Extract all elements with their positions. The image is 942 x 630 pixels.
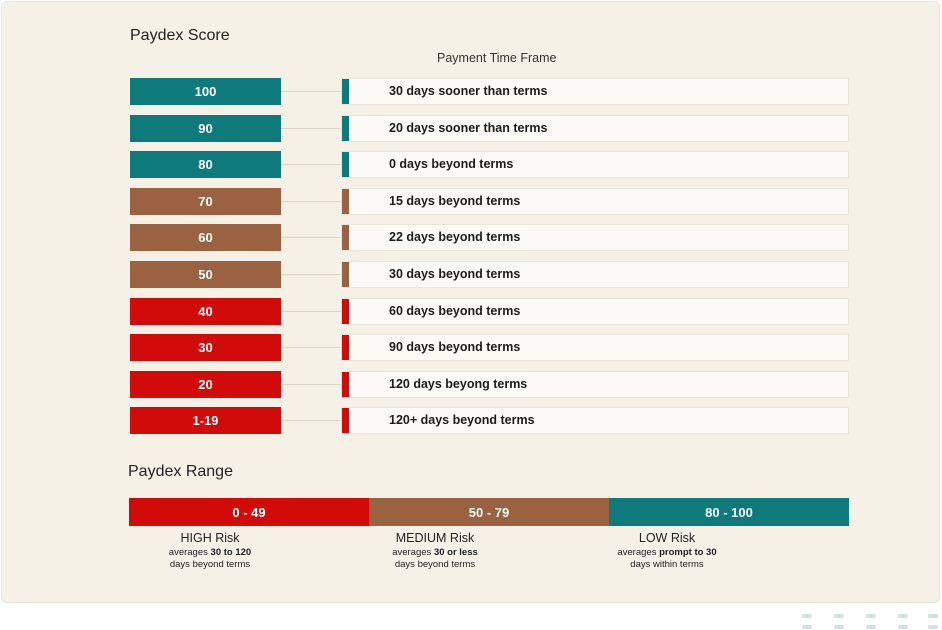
- score-value: 70: [198, 194, 213, 209]
- desc-bold: 30 or less: [433, 547, 478, 558]
- score-row: 20 120 days beyong terms: [0, 371, 942, 399]
- timeframe-text: 22 days beyond terms: [389, 230, 521, 244]
- score-value: 100: [194, 84, 217, 99]
- risk-description: averages prompt to 30 days within terms: [587, 547, 747, 571]
- risk-description: averages 30 to 120 days beyond terms: [130, 547, 290, 571]
- score-row: 80 0 days beyond terms: [0, 151, 942, 179]
- risk-legend-high: HIGH Risk averages 30 to 120 days beyond t…: [130, 531, 290, 571]
- timeframe-text: 120+ days beyond terms: [389, 413, 535, 427]
- row-connector: [281, 347, 342, 348]
- score-value: 1-19: [192, 413, 219, 428]
- desc-bold: prompt to 30: [659, 547, 717, 558]
- timeframe-text: 15 days beyond terms: [389, 194, 521, 208]
- desc-suffix: days beyond terms: [169, 559, 251, 570]
- risk-accent: [342, 262, 349, 287]
- risk-label: LOW Risk: [638, 531, 696, 545]
- range-value: 0 - 49: [232, 504, 266, 520]
- row-connector: [281, 237, 342, 238]
- timeframe-text: 20 days sooner than terms: [389, 121, 548, 135]
- score-row: 30 90 days beyond terms: [0, 334, 942, 362]
- desc-prefix: averages: [168, 547, 211, 558]
- score-badge: 90: [130, 115, 281, 142]
- range-value: 50 - 79: [468, 504, 510, 520]
- timeframe-text: 90 days beyond terms: [389, 340, 521, 354]
- risk-accent: [342, 116, 349, 141]
- score-value: 90: [198, 121, 213, 136]
- row-connector: [281, 91, 342, 92]
- risk-accent: [342, 152, 349, 177]
- score-row: 70 15 days beyond terms: [0, 188, 942, 216]
- desc-prefix: averages: [392, 547, 434, 558]
- row-connector: [281, 420, 342, 421]
- timeframe-cell: 60 days beyond terms: [341, 298, 849, 325]
- risk-legend-low: LOW Risk averages prompt to 30 days within…: [587, 531, 747, 571]
- range-segment-high: 0 - 49: [129, 498, 369, 526]
- decorative-dots: [800, 612, 940, 630]
- score-badge: 60: [130, 224, 281, 251]
- score-row: 90 20 days sooner than terms: [0, 115, 942, 143]
- risk-label: MEDIUM Risk: [395, 531, 475, 545]
- score-value: 50: [198, 267, 213, 282]
- timeframe-cell: 15 days beyond terms: [341, 188, 849, 215]
- score-value: 60: [198, 230, 213, 245]
- timeframe-text: 30 days sooner than terms: [389, 84, 548, 98]
- timeframe-cell: 0 days beyond terms: [341, 151, 849, 178]
- timeframe-cell: 22 days beyond terms: [341, 224, 849, 251]
- timeframe-cell: 30 days beyond terms: [341, 261, 849, 288]
- risk-accent: [342, 225, 349, 250]
- risk-legend-medium: MEDIUM Risk averages 30 or less days beyon…: [355, 531, 515, 571]
- score-row: 1-19 120+ days beyond terms: [0, 407, 942, 435]
- risk-description: averages 30 or less days beyond terms: [355, 547, 515, 571]
- desc-suffix: days beyond terms: [394, 559, 476, 570]
- risk-accent: [342, 335, 349, 360]
- row-connector: [281, 384, 342, 385]
- risk-accent: [342, 79, 349, 104]
- risk-accent: [342, 189, 349, 214]
- timeframe-text: 60 days beyond terms: [389, 304, 521, 318]
- row-connector: [281, 274, 342, 275]
- risk-accent: [342, 299, 349, 324]
- score-badge: 40: [130, 298, 281, 325]
- score-value: 40: [198, 304, 213, 319]
- row-connector: [281, 164, 342, 165]
- timeframe-cell: 30 days sooner than terms: [341, 78, 849, 105]
- score-badge: 1-19: [130, 407, 281, 434]
- score-row: 50 30 days beyond terms: [0, 261, 942, 289]
- score-row: 40 60 days beyond terms: [0, 298, 942, 326]
- score-badge: 30: [130, 334, 281, 361]
- risk-label: HIGH Risk: [180, 531, 240, 545]
- row-connector: [281, 128, 342, 129]
- score-badge: 20: [130, 371, 281, 398]
- risk-accent: [342, 372, 349, 397]
- risk-accent: [342, 408, 349, 433]
- timeframe-text: 0 days beyond terms: [389, 157, 514, 171]
- desc-suffix: days within terms: [630, 559, 704, 570]
- timeframe-cell: 90 days beyond terms: [341, 334, 849, 361]
- score-badge: 80: [130, 151, 281, 178]
- range-value: 80 - 100: [705, 504, 753, 520]
- score-value: 20: [198, 377, 213, 392]
- score-row: 100 30 days sooner than terms: [0, 78, 942, 106]
- timeframe-cell: 120+ days beyond terms: [341, 407, 849, 434]
- page-title: Paydex Score: [130, 27, 230, 44]
- desc-prefix: averages: [617, 547, 660, 558]
- range-segment-low: 80 - 100: [609, 498, 849, 526]
- score-row: 60 22 days beyond terms: [0, 224, 942, 252]
- row-connector: [281, 201, 342, 202]
- score-badge: 70: [130, 188, 281, 215]
- timeframe-cell: 120 days beyong terms: [341, 371, 849, 398]
- range-segment-medium: 50 - 79: [369, 498, 609, 526]
- desc-bold: 30 to 120: [210, 547, 252, 558]
- timeframe-text: 30 days beyond terms: [389, 267, 521, 281]
- score-value: 80: [198, 157, 213, 172]
- timeframe-cell: 20 days sooner than terms: [341, 115, 849, 142]
- score-badge: 100: [130, 78, 281, 105]
- row-connector: [281, 311, 342, 312]
- timeframe-heading: Payment Time Frame: [437, 51, 557, 65]
- score-badge: 50: [130, 261, 281, 288]
- score-value: 30: [198, 340, 213, 355]
- range-title: Paydex Range: [128, 463, 233, 480]
- timeframe-text: 120 days beyong terms: [389, 377, 528, 391]
